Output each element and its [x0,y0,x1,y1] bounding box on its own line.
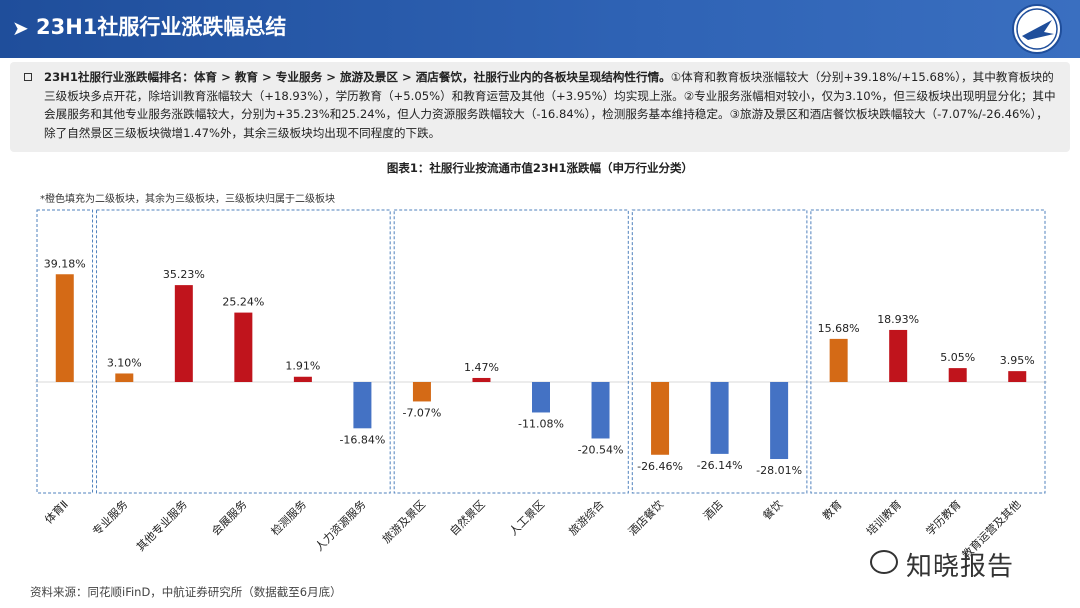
data-label: -20.54% [578,443,624,456]
bar [591,382,610,439]
data-label: -28.01% [756,464,802,477]
x-tick-label: 专业服务 [89,497,130,538]
watermark-text: 知晓报告 [906,552,1015,582]
bar [353,382,372,429]
x-tick-label: 旅游及景区 [379,497,428,546]
group-frame [36,209,94,494]
bar [472,377,491,382]
page-title: 23H1社服行业涨跌幅总结 [36,15,287,39]
bar [1008,371,1027,382]
summary-body: ①体育和教育板块涨幅较大（分别+39.18%/+15.68%），其中教育板块的三… [44,70,1056,140]
group-frame [631,209,808,494]
bar [174,285,193,382]
summary-box: 23H1社服行业涨跌幅排名：体育 > 教育 > 专业服务 > 旅游及景区 > 酒… [10,62,1070,152]
summary-lead: 23H1社服行业涨跌幅排名：体育 > 教育 > 专业服务 > 旅游及景区 > 酒… [44,70,671,84]
chart-note: *橙色填充为二级板块，其余为三级板块，三级板块归属于二级板块 [40,194,335,205]
bar [770,382,789,460]
data-label: -11.08% [518,417,564,430]
data-label: -26.46% [637,460,683,473]
bar [234,312,253,382]
data-label: 3.10% [107,356,142,369]
data-label: 5.05% [940,351,975,364]
x-tick-label: 其他专业服务 [133,497,190,554]
x-tick-label: 培训教育 [863,497,904,538]
chart-title: 图表1：社服行业按流通市值23H1涨跌幅（申万行业分类） [386,161,694,175]
avic-logo-icon [1012,4,1062,54]
x-tick-label: 会展服务 [209,498,249,538]
data-label: 35.23% [163,268,205,281]
source-note: 资料来源：同花顺iFinD，中航证券研究所（数据截至6月底） [30,585,342,599]
data-label: 1.91% [285,360,320,373]
group-frame [810,209,1046,494]
x-tick-label: 学历教育 [923,497,964,538]
data-label: -7.07% [402,406,441,419]
header-bar: ➤ 23H1社服行业涨跌幅总结 [0,0,1080,58]
arrow-icon: ➤ [12,16,29,40]
x-tick-label: 人力资源服务 [312,497,369,554]
x-tick-label: 检测服务 [268,497,309,538]
data-label: 18.93% [877,313,919,326]
data-label: 15.68% [818,322,860,335]
x-tick-label: 体育Ⅱ [42,497,71,526]
x-tick-label: 旅游综合 [566,497,607,538]
bullet-square-icon [24,73,32,81]
data-label: 1.47% [464,361,499,374]
x-tick-label: 酒店餐饮 [625,497,666,538]
bar [293,376,312,382]
bar [55,274,74,382]
data-label: 39.18% [44,257,86,270]
data-label: -26.14% [697,459,743,472]
x-tick-label: 自然景区 [447,497,488,538]
group-frame [393,209,629,494]
data-label: 3.95% [1000,354,1035,367]
bar [412,382,431,402]
bar [532,382,550,413]
bar [710,382,729,454]
bar [948,368,967,382]
bar [829,338,848,382]
data-label: -16.84% [339,433,385,446]
x-tick-label: 酒店 [700,497,725,522]
x-tick-label: 餐饮 [760,497,785,522]
x-tick-label: 教育 [819,497,844,522]
wechat-icon [870,550,898,574]
data-label: 25.24% [222,296,264,309]
bar [115,373,134,382]
group-frame [96,209,391,494]
bar [889,329,908,382]
bar [651,382,670,455]
x-tick-label: 人工景区 [507,498,547,538]
